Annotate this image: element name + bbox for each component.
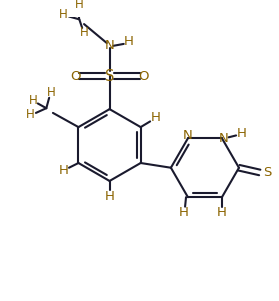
Text: H: H bbox=[237, 127, 247, 140]
Text: H: H bbox=[151, 111, 161, 124]
Text: O: O bbox=[70, 70, 81, 82]
Text: H: H bbox=[217, 206, 227, 219]
Text: N: N bbox=[219, 132, 229, 145]
Text: H: H bbox=[178, 206, 188, 219]
Text: H: H bbox=[80, 26, 88, 39]
Text: S: S bbox=[105, 69, 114, 84]
Text: H: H bbox=[75, 0, 84, 11]
Text: H: H bbox=[26, 108, 35, 121]
Text: H: H bbox=[58, 164, 68, 177]
Text: H: H bbox=[105, 190, 114, 203]
Text: H: H bbox=[59, 8, 68, 21]
Text: S: S bbox=[263, 166, 271, 179]
Text: H: H bbox=[29, 94, 37, 107]
Text: H: H bbox=[124, 35, 133, 48]
Text: H: H bbox=[47, 85, 56, 99]
Text: O: O bbox=[138, 70, 149, 82]
Text: N: N bbox=[105, 39, 114, 52]
Text: N: N bbox=[183, 129, 193, 142]
